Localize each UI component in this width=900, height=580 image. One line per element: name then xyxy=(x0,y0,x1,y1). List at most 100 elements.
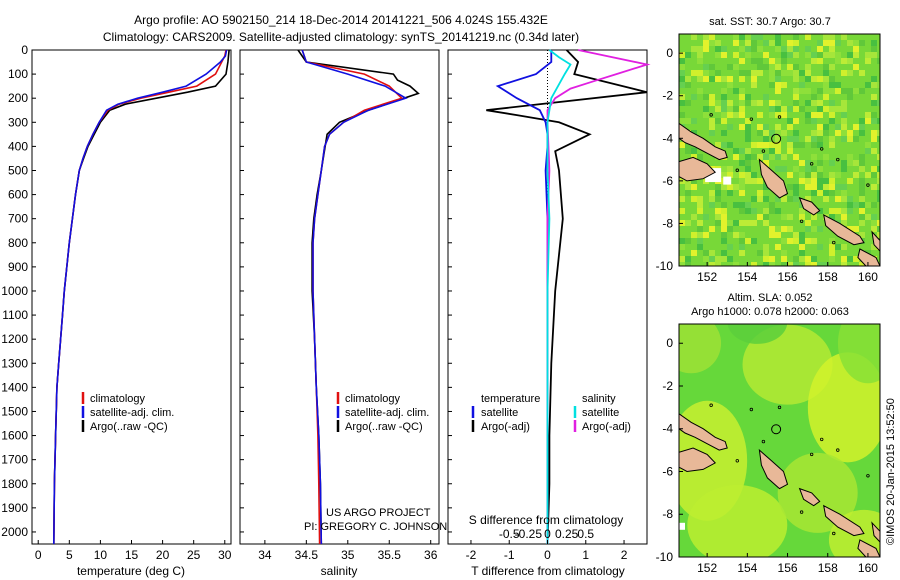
sal-xlabel: salinity xyxy=(321,564,358,578)
temp-xtick-label: 20 xyxy=(156,548,170,562)
sla-map: 152 154 156 158 160 0 -2 -4 -6 -8 -10 xyxy=(656,323,881,575)
map-field xyxy=(679,324,880,557)
islet xyxy=(761,149,766,153)
no-data-patch xyxy=(723,176,732,185)
sal-legend-clim: climatology xyxy=(345,393,401,405)
map-xtick-label: 152 xyxy=(697,270,717,284)
diff-stick-label: 0.5 xyxy=(577,527,594,541)
diff-legend: temperature satellite Argo(-adj) salinit… xyxy=(471,393,631,433)
diff-plot: -2 -1 0 1 2 -0.5-0.25 0 0.25 0.5 xyxy=(466,49,651,562)
diff-line-1 xyxy=(486,49,648,545)
map-xtick-label: 158 xyxy=(818,270,838,284)
land-mass xyxy=(857,539,880,557)
temp-panel-frame xyxy=(31,49,232,545)
diff-legend-s-sat: satellite xyxy=(582,407,619,419)
credit-project: US ARGO PROJECT xyxy=(326,507,431,519)
sal-line-1 xyxy=(301,49,408,545)
islet xyxy=(836,157,840,162)
land-mass xyxy=(871,230,880,252)
map-xtick-label: 158 xyxy=(818,561,838,575)
no-data-patch xyxy=(679,522,685,530)
diff-xtick-label: -1 xyxy=(504,548,515,562)
land-mass xyxy=(679,156,717,182)
diff-xlabel: T difference from climatology xyxy=(471,564,625,578)
map-frame xyxy=(678,33,881,267)
sal-xtick-label: 35 xyxy=(341,548,355,562)
map-ytick-label: -6 xyxy=(662,174,673,188)
temp-line-1 xyxy=(53,49,228,545)
depth-tick-label: 1200 xyxy=(1,332,28,346)
map-xtick-label: 156 xyxy=(778,561,798,575)
diff-legend-s-argo: Argo(-adj) xyxy=(582,421,631,433)
islet xyxy=(866,474,870,478)
depth-tick-label: 1900 xyxy=(1,501,28,515)
map-ytick-label: -6 xyxy=(662,464,673,478)
islet xyxy=(866,183,870,187)
land-mass xyxy=(758,158,789,199)
diff-xtick-label: 0 xyxy=(544,548,551,562)
argo-profile-marker xyxy=(771,424,782,435)
diff-legend-s-title: salinity xyxy=(582,393,616,405)
islet xyxy=(709,113,713,117)
depth-tick-label: 1300 xyxy=(1,356,28,370)
argo-profile-marker xyxy=(771,133,782,144)
islet xyxy=(761,439,766,444)
depth-tick-label: 200 xyxy=(8,91,28,105)
map-field xyxy=(679,34,880,266)
diff-xtick-label: -2 xyxy=(466,548,477,562)
depth-tick-label: 0 xyxy=(21,43,28,57)
land-mass xyxy=(758,448,789,490)
islet xyxy=(799,510,804,514)
islet xyxy=(809,452,814,457)
depth-tick-label: 600 xyxy=(8,188,28,202)
depth-axis: 0 100 200 300 400 500 600 700 800 900 1000 1100 1200… xyxy=(1,43,452,539)
diff-xtick-label: 2 xyxy=(621,548,628,562)
map-ytick-label: -2 xyxy=(662,89,673,103)
depth-tick-label: 1400 xyxy=(1,380,28,394)
diff-stick-label: 0.25 xyxy=(555,527,579,541)
islet xyxy=(777,115,782,119)
depth-tick-label: 1800 xyxy=(1,477,28,491)
temp-xtick-label: 30 xyxy=(218,548,232,562)
islet xyxy=(735,168,739,172)
land-mass xyxy=(798,487,821,507)
sla-map-title2: Argo h1000: 0.078 h2000: 0.063 xyxy=(691,306,849,318)
map-xtick-label: 160 xyxy=(858,270,878,284)
map-ytick-label: -8 xyxy=(662,216,673,230)
temp-plot: 0 5 10 15 20 25 30 xyxy=(35,49,232,562)
depth-tick-label: 1000 xyxy=(1,284,28,298)
islet xyxy=(836,448,840,452)
sal-xtick-label: 35.5 xyxy=(378,548,402,562)
land-mass xyxy=(798,197,821,216)
map-ytick-label: -10 xyxy=(656,259,674,273)
islet xyxy=(820,437,824,442)
diff-stick-label: 0 xyxy=(544,527,551,541)
depth-tick-label: 400 xyxy=(8,139,28,153)
depth-tick-label: 900 xyxy=(8,260,28,274)
sla-map-title1: Altim. SLA: 0.052 xyxy=(728,292,813,304)
credit-pi: PI: GREGORY C. JOHNSON xyxy=(304,521,447,533)
islet xyxy=(735,459,739,463)
land-mass xyxy=(871,521,880,543)
temp-xtick-label: 15 xyxy=(125,548,139,562)
diff-line-0 xyxy=(495,50,553,544)
land-mass xyxy=(679,122,728,161)
depth-tick-label: 1600 xyxy=(1,429,28,443)
header-line1: Argo profile: AO 5902150_214 18-Dec-2014… xyxy=(134,13,548,27)
diff-xlabel-top: S difference from climatology xyxy=(469,513,624,527)
depth-tick-label: 2000 xyxy=(1,525,28,539)
sal-xtick-label: 34 xyxy=(258,548,272,562)
diff-xtick-label: 1 xyxy=(582,548,589,562)
depth-tick-label: 800 xyxy=(8,236,28,250)
diff-legend-t-title: temperature xyxy=(481,393,540,405)
sal-xtick-label: 36 xyxy=(424,548,438,562)
land-mass xyxy=(823,213,865,246)
islet xyxy=(820,147,824,151)
map-xtick-label: 160 xyxy=(858,561,878,575)
map-ytick-label: 0 xyxy=(666,46,673,60)
sst-map-title: sat. SST: 30.7 Argo: 30.7 xyxy=(709,16,831,28)
depth-tick-label: 500 xyxy=(8,163,28,177)
temp-xtick-label: 5 xyxy=(66,548,73,562)
map-ytick-label: -2 xyxy=(662,379,673,393)
